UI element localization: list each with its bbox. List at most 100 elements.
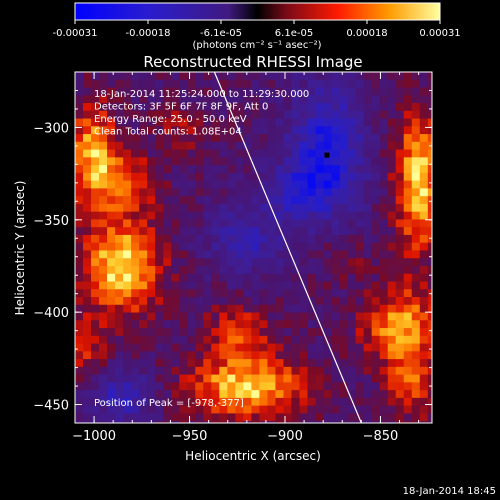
heatmap-cell [427, 72, 432, 81]
heatmap-cell [139, 351, 148, 360]
heatmap-cell [227, 87, 236, 96]
heatmap-cell [307, 312, 317, 321]
heatmap-cell [259, 281, 269, 290]
heatmap-cell [427, 297, 432, 306]
heatmap-cell [211, 273, 220, 283]
heatmap-cell [251, 72, 261, 81]
heatmap-cell [75, 149, 84, 158]
heatmap-cell [395, 374, 405, 383]
heatmap-cell [91, 110, 100, 120]
heatmap-cell [419, 157, 429, 166]
heatmap-cell [91, 273, 100, 283]
heatmap-cell [363, 72, 373, 81]
heatmap-cell [123, 374, 132, 383]
heatmap-cell [427, 242, 432, 252]
heatmap-cell [363, 211, 373, 221]
heatmap-cell [147, 351, 156, 360]
heatmap-cell [275, 328, 285, 337]
heatmap-cell [243, 172, 252, 182]
heatmap-cell [211, 110, 220, 120]
heatmap-cell [115, 172, 124, 182]
heatmap-cell [75, 203, 84, 213]
heatmap-cell [235, 126, 244, 135]
heatmap-cell [307, 320, 317, 329]
heatmap-cell [347, 312, 357, 321]
heatmap-cell [331, 211, 341, 221]
heatmap-cell [243, 234, 252, 244]
heatmap-cell [371, 180, 381, 189]
heatmap-cell [379, 374, 389, 383]
heatmap-cell [323, 273, 333, 283]
heatmap-cell [243, 366, 252, 376]
heatmap-cell [371, 188, 381, 197]
heatmap-cell [331, 72, 341, 81]
heatmap-cell [403, 118, 413, 127]
heatmap-cell [403, 390, 413, 399]
heatmap-cell [347, 359, 357, 368]
heatmap-cell [91, 87, 100, 96]
heatmap-cell [147, 157, 156, 166]
heatmap-cell [371, 165, 381, 174]
heatmap-cell [379, 242, 389, 252]
heatmap-cell [299, 273, 309, 283]
heatmap-cell [291, 188, 301, 197]
heatmap-cell [331, 242, 341, 252]
plot-frame [74, 71, 433, 424]
heatmap-cell [227, 273, 236, 283]
heatmap-cell [75, 196, 84, 205]
heatmap-cell [371, 281, 381, 290]
heatmap-cell [131, 328, 140, 337]
heatmap-cell [339, 328, 349, 337]
heatmap-cell [347, 382, 357, 391]
heatmap-cell [307, 374, 317, 383]
heatmap-cell [315, 149, 325, 158]
heatmap-cell [379, 219, 389, 228]
heatmap-cell [227, 421, 236, 423]
heatmap-cell [403, 366, 413, 376]
heatmap-cell [291, 219, 301, 228]
heatmap-cell [411, 304, 421, 314]
heatmap-cell [299, 258, 309, 267]
heatmap-cell [267, 227, 277, 236]
heatmap-cell [267, 196, 277, 205]
heatmap-cell [371, 72, 381, 81]
heatmap-cell [411, 374, 421, 383]
heatmap-cell [187, 227, 196, 236]
heatmap-cell [179, 351, 188, 360]
heatmap-cell [179, 397, 188, 407]
heatmap-cell [347, 103, 357, 112]
heatmap-cell [299, 320, 309, 329]
heatmap-cell [371, 335, 381, 345]
heatmap-cell [147, 382, 156, 391]
heatmap-cell [203, 196, 212, 205]
heatmap-cell [251, 312, 261, 321]
heatmap-cell [411, 126, 421, 135]
heatmap-cell [139, 382, 148, 391]
heatmap-cell [259, 165, 269, 174]
heatmap-cell [251, 250, 261, 259]
heatmap-cell [291, 413, 301, 422]
heatmap-cell [227, 289, 236, 298]
heatmap-cell [83, 134, 92, 143]
heatmap-cell [299, 72, 309, 81]
heatmap-cell [275, 265, 285, 275]
heatmap-cell [107, 297, 116, 306]
heatmap-cell [283, 103, 293, 112]
heatmap-cell [411, 87, 421, 96]
heatmap-cell [123, 304, 132, 314]
heatmap-cell [267, 297, 277, 306]
heatmap-cell [371, 343, 381, 352]
heatmap-cell [243, 397, 252, 407]
heatmap-cell [395, 157, 405, 166]
heatmap-cell [259, 203, 269, 213]
heatmap-cell [139, 328, 148, 337]
heatmap-cell [427, 374, 432, 383]
heatmap-cell [347, 219, 357, 228]
heatmap-cell [307, 134, 317, 143]
heatmap-cell [219, 382, 228, 391]
heatmap-cell [347, 227, 357, 236]
heatmap-cell [339, 421, 349, 423]
heatmap-cell [331, 79, 341, 89]
heatmap-cell [155, 297, 164, 306]
heatmap-cell [75, 227, 84, 236]
